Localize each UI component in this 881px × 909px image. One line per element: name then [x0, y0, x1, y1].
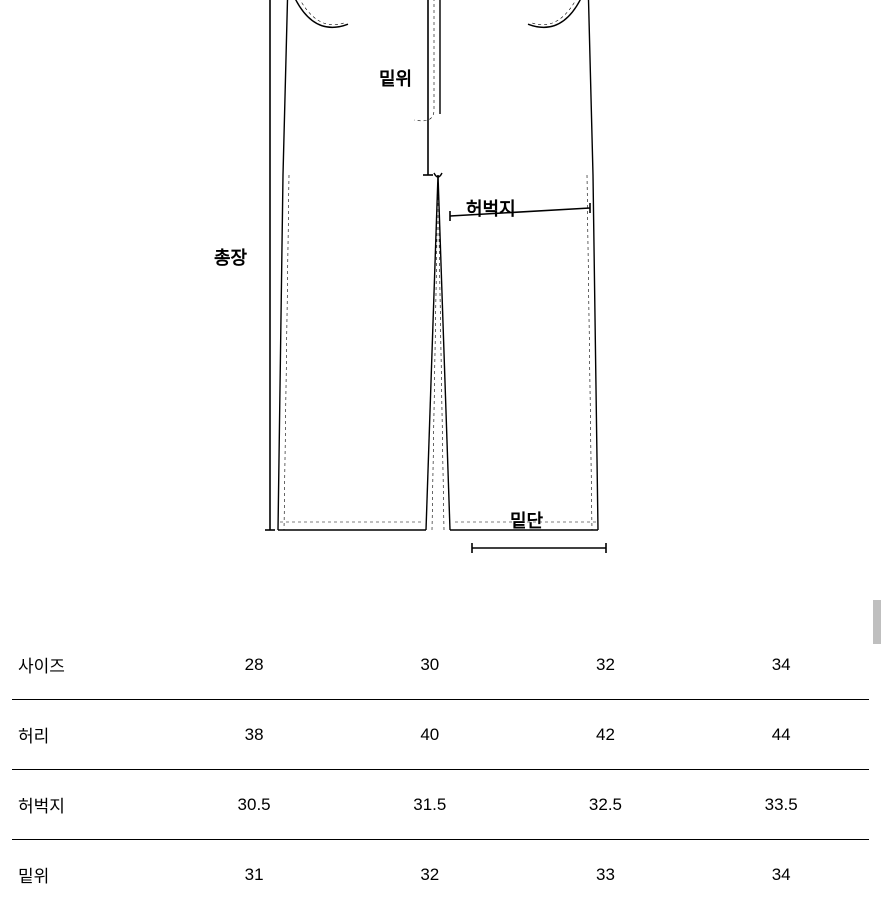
table-row: 허리38404244: [12, 700, 869, 770]
table-header-row: 사이즈28303234: [12, 630, 869, 700]
cell-value: 38: [166, 700, 342, 770]
table-row: 밑위31323334: [12, 840, 869, 909]
cell-value: 32.5: [518, 770, 694, 840]
size-table-area: 사이즈28303234허리38404244허벅지30.531.532.533.5…: [0, 630, 881, 909]
label-rise: 밑위: [379, 65, 412, 91]
row-label: 허벅지: [12, 770, 166, 840]
label-hem: 밑단: [510, 507, 543, 533]
cell-value: 40: [342, 700, 518, 770]
cell-value: 34: [693, 840, 869, 909]
cell-value: 31.5: [342, 770, 518, 840]
cell-value: 33.5: [693, 770, 869, 840]
label-thigh: 허벅지: [466, 195, 516, 221]
cell-value: 42: [518, 700, 694, 770]
cell-value: 30.5: [166, 770, 342, 840]
pants-svg: [0, 0, 881, 580]
col-size-value: 28: [166, 630, 342, 700]
cell-value: 32: [342, 840, 518, 909]
col-size-label: 사이즈: [12, 630, 166, 700]
row-label: 밑위: [12, 840, 166, 909]
cell-value: 31: [166, 840, 342, 909]
col-size-value: 30: [342, 630, 518, 700]
cell-value: 44: [693, 700, 869, 770]
table-row: 허벅지30.531.532.533.5: [12, 770, 869, 840]
row-label: 허리: [12, 700, 166, 770]
size-table: 사이즈28303234허리38404244허벅지30.531.532.533.5…: [12, 630, 869, 909]
label-total-length: 총장: [214, 244, 247, 270]
pants-diagram: 총장 밑위 허벅지 밑단: [0, 0, 881, 580]
cell-value: 33: [518, 840, 694, 909]
col-size-value: 34: [693, 630, 869, 700]
col-size-value: 32: [518, 630, 694, 700]
scrollbar-thumb[interactable]: [873, 600, 881, 644]
